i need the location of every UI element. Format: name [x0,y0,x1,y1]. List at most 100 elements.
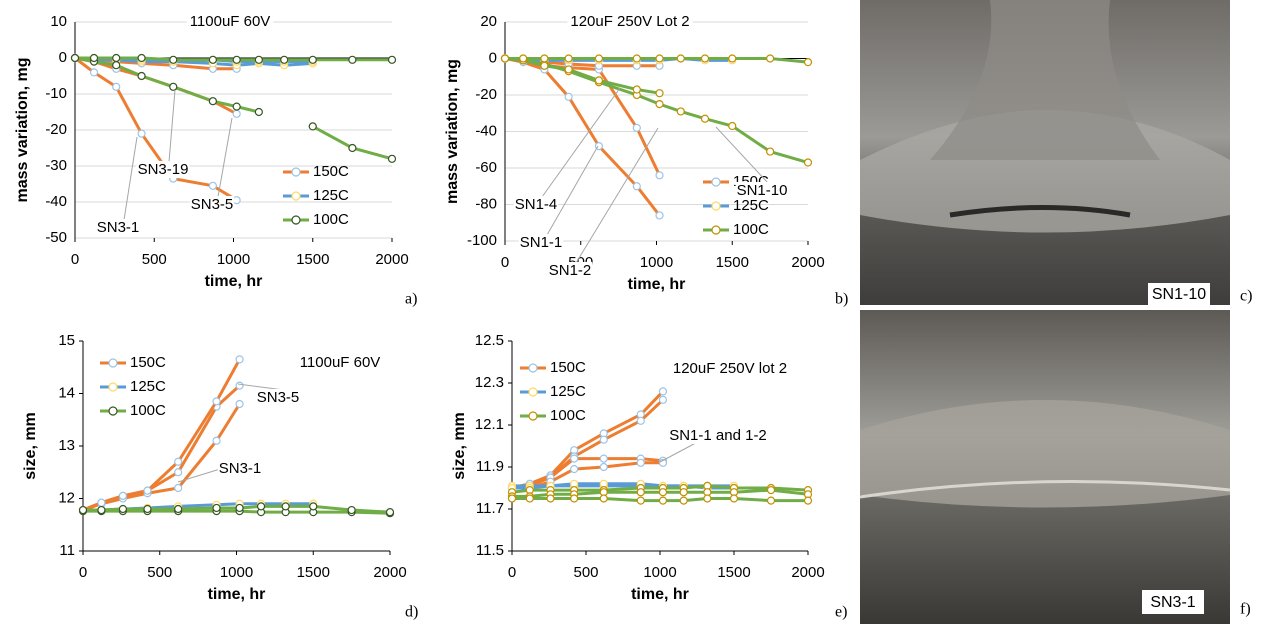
marker [729,55,736,62]
legend-label: 150C [130,354,166,371]
y-tick-label: 12.5 [475,332,504,349]
marker [138,130,145,137]
legend-label: 100C [313,211,349,228]
annotation: SN1-1 [520,234,563,251]
legend-label: 100C [130,402,166,419]
x-tick-label: 1500 [716,254,749,271]
marker [767,55,774,62]
marker [309,123,316,130]
y-tick-label: -20 [475,86,497,103]
panel-label: a) [405,291,417,308]
legend-marker [109,383,117,391]
x-tick-label: 1000 [220,564,253,581]
marker [80,507,87,514]
marker [659,388,666,395]
marker [541,62,548,69]
x-tick-label: 1500 [297,564,330,581]
x-tick-label: 0 [71,251,79,268]
y-tick-label: -40 [45,193,67,210]
x-tick-label: 1500 [296,251,329,268]
y-tick-label: -40 [475,122,497,139]
x-tick-label: 1000 [217,251,250,268]
x-tick-label: 1000 [640,254,673,271]
x-tick-label: 1500 [717,564,750,581]
marker [213,398,220,405]
marker [520,55,527,62]
y-axis-label: size, mm [451,412,468,480]
y-tick-label: -30 [45,157,67,174]
marker [258,503,265,510]
marker [571,455,578,462]
marker [209,56,216,63]
marker [138,55,145,62]
marker [731,495,738,502]
marker [656,55,663,62]
marker [236,401,243,408]
x-axis-label: time, hr [205,273,263,290]
annotation-leader [124,137,137,220]
photo-label: SN3-1 [1150,594,1195,611]
marker [144,487,151,494]
y-tick-label: 13 [58,437,75,454]
marker [170,56,177,63]
photo-f: SN3-1 f) [860,310,1251,624]
marker [768,487,775,494]
x-tick-label: 2000 [791,254,824,271]
marker [175,469,182,476]
marker [98,499,105,506]
y-tick-label: 11 [59,542,75,559]
marker [236,382,243,389]
legend-label: 125C [550,383,586,400]
marker [633,183,640,190]
marker [571,495,578,502]
marker [91,55,98,62]
marker [233,103,240,110]
marker [175,506,182,513]
marker [767,148,774,155]
annotation: SN1-1 and 1-2 [669,427,767,444]
marker [637,497,644,504]
annotation: SN3-19 [138,161,189,178]
y-tick-label: 12.1 [475,416,504,433]
x-tick-label: 0 [508,564,516,581]
marker [255,109,262,116]
marker [677,108,684,115]
marker [680,497,687,504]
annotation: SN3-1 [219,460,262,477]
annotation-leader [169,90,175,162]
marker [729,123,736,130]
marker [213,437,220,444]
marker [509,495,516,502]
y-tick-label: -20 [45,121,67,138]
x-tick-label: 0 [79,564,87,581]
marker [119,492,126,499]
series-line [505,59,660,216]
panel-label: e) [835,604,847,621]
annotation: SN3-1 [97,219,140,236]
marker [595,55,602,62]
marker [600,436,607,443]
marker [113,55,120,62]
marker [98,507,105,514]
marker [704,495,711,502]
y-tick-label: 0 [59,49,67,66]
marker [387,509,394,516]
y-tick-label: 12.3 [475,374,504,391]
marker [656,90,663,97]
marker [175,458,182,465]
legend-label: 125C [733,197,769,214]
marker [680,489,687,496]
chart-title: 1100uF 60V [190,13,271,30]
photo-label: SN1-10 [1152,286,1206,303]
series-line [83,404,240,510]
marker [656,101,663,108]
marker [637,459,644,466]
marker [389,56,396,63]
marker [72,55,79,62]
marker [659,497,666,504]
marker [659,489,666,496]
legend-marker [712,226,720,234]
x-tick-label: 2000 [373,564,406,581]
marker [144,506,151,513]
marker [637,417,644,424]
